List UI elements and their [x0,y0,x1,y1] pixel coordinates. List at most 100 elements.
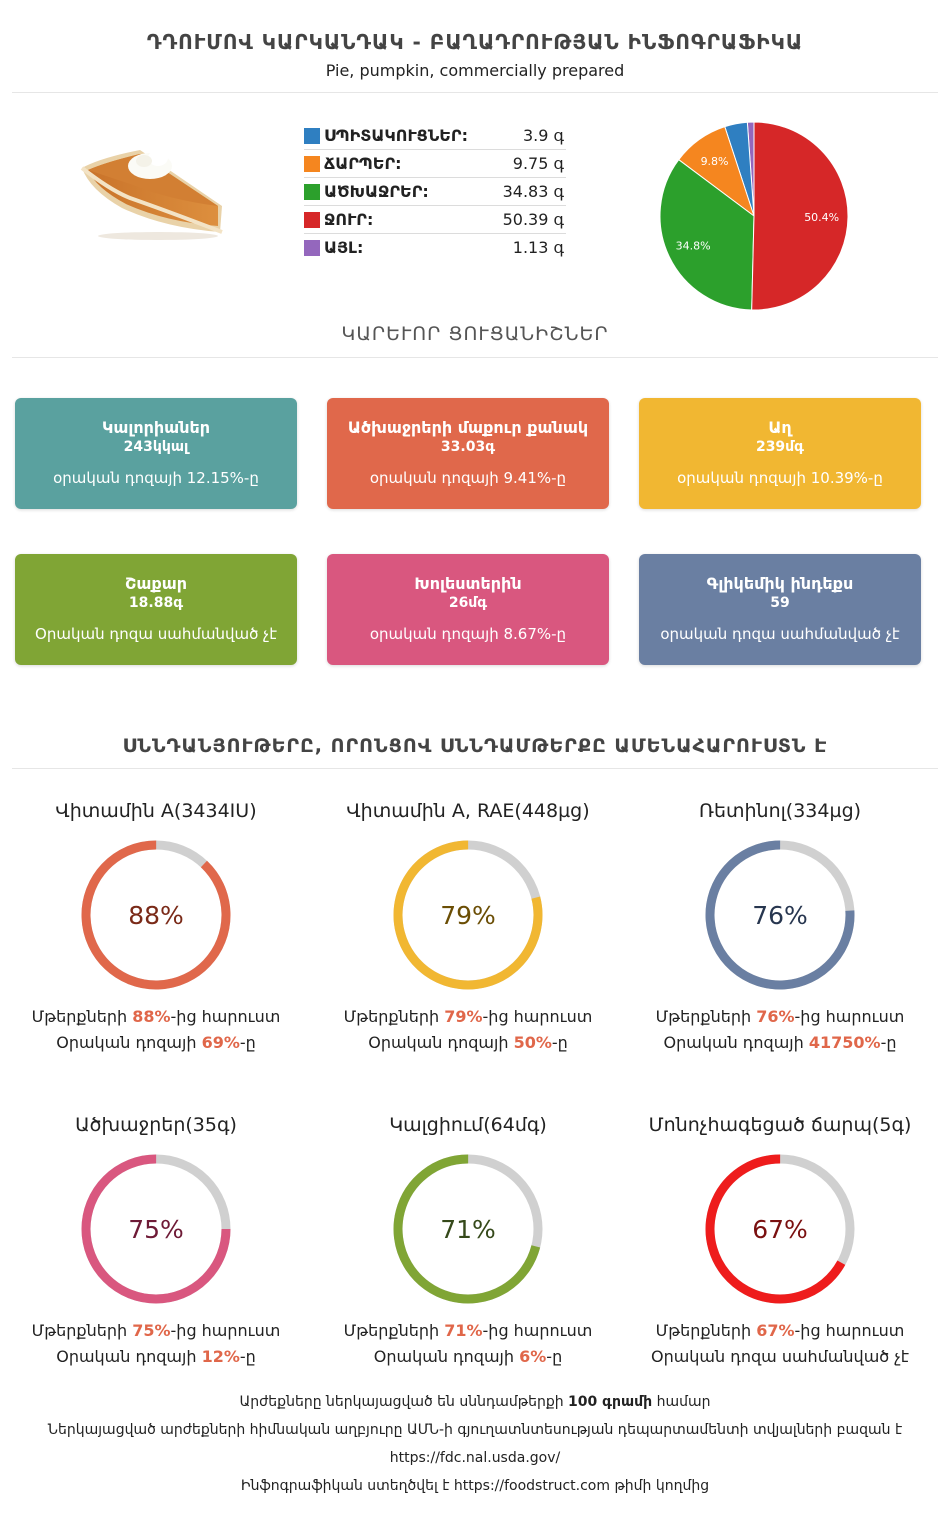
legend-row: ՋՈՒՐ: 50.39 գ [304,206,566,234]
card-value: 33.03գ [440,439,496,455]
pie-slice [751,121,849,311]
nutrient-rank-line: Մթերքների 75%-ից հարուստ [31,1321,281,1340]
footer-credit: Ինֆոգրաֆիկան ստեղծվել է https://foodstru… [240,1478,710,1494]
nutrient-rank-line: Մթերքների 71%-ից հարուստ [343,1321,593,1340]
card-title: Գլիկեմիկ ինդեքս [706,574,854,593]
nutrient-daily-line: Օրական դոզայի 12%-ը [56,1347,256,1366]
page-subtitle: Pie, pumpkin, commercially prepared [325,61,625,80]
legend-row: ՃԱՐՊԵՐ: 9.75 գ [304,150,566,178]
ring-percent-label: 75% [128,1215,184,1244]
nutrient-daily-line: Օրական դոզա սահմանված չէ [650,1347,910,1366]
foodstruct-link[interactable]: https://foodstruct.com [453,1478,610,1494]
legend-label: ՋՈՒՐ: [324,210,374,229]
legend-label: ԱԾԽԱՋՐԵՐ: [324,182,429,201]
ring-percent-label: 67% [752,1215,808,1244]
footer-source-link[interactable]: https://fdc.nal.usda.gov/ [389,1450,561,1466]
card-value: 26մգ [448,595,488,611]
ring-progress [705,1154,855,1304]
ring-percent-label: 76% [752,901,808,930]
divider [12,357,938,358]
nutrient-title: Վիտամին A, RAE(448µg) [346,800,590,822]
nutrient-title: Մոնոչհագեցած ճարպ(5գ) [648,1114,912,1136]
indicator-card: Շաքար 18.88գ Օրական դոզա սահմանված չէ [15,554,297,665]
card-daily-value: օրական դոզա սահմանված չէ [660,625,900,643]
key-indicators-heading: ԿԱՐԵՒՈՐ ՑՈՒՑԱՆԻՇՆԵՐ [341,323,609,345]
card-title: Խոլեստերին [414,574,522,593]
legend-row: ՍՊԻՏԱԿՈՒՑՆԵՐ: 3.9 գ [304,122,566,150]
pie-slice-label: 50.4% [804,211,839,224]
indicator-card: Աղ 239մգ օրական դոզայի 10.39%-ը [639,398,921,509]
nutrient-ring-chart: 67% [705,1154,855,1304]
card-daily-value: օրական դոզայի 10.39%-ը [677,469,883,487]
nutrient-item: Վիտամին A, RAE(448µg) 79% Մթերքների 79%-ից… [312,798,624,1056]
footer-note-amount: Արժեքները ներկայացված են սննդամթերքի 100… [239,1394,711,1410]
legend-value: 3.9 գ [522,126,564,145]
nutrient-item: Վիտամին A(3434IU) 88% Մթերքների 88%-ից հար… [0,798,312,1056]
nutrient-item: Ռետինոլ(334µg) 76% Մթերքների 76%-ից հարուս… [624,798,936,1056]
rich-nutrients-heading: ՍՆՆԴԱՆՅՈՒԹԵՐԸ, ՈՐՈՆՑՈՎ ՍՆՆԴԱՄԹԵՐՔԸ ԱՄԵՆԱ… [122,735,828,757]
nutrient-rank-line: Մթերքների 79%-ից հարուստ [343,1007,593,1026]
card-daily-value: Օրական դոզա սահմանված չէ [35,625,277,643]
nutrient-title: Վիտամին A(3434IU) [55,800,257,822]
nutrient-daily-line: Օրական դոզայի 50%-ը [368,1033,568,1052]
ring-percent-label: 88% [128,901,184,930]
indicator-card: Խոլեստերին 26մգ օրական դոզայի 8.67%-ը [327,554,609,665]
ring-progress [81,1154,231,1304]
ring-percent-label: 71% [440,1215,496,1244]
card-value: 243կկալ [123,439,189,455]
ring-progress [705,840,855,990]
legend-value: 9.75 գ [512,154,564,173]
pie-slice-label: 34.8% [676,240,711,253]
composition-pie-chart: 9.8% 34.8% 50.4% [659,121,849,311]
card-daily-value: օրական դոզայի 8.67%-ը [369,625,567,643]
nutrient-title: Ածխաջրեր(35գ) [75,1114,237,1136]
legend-swatch [304,128,320,144]
legend-swatch [304,184,320,200]
card-title: Ածխաջրերի մաքուր քանակ [347,418,589,437]
legend-label: ՍՊԻՏԱԿՈՒՑՆԵՐ: [324,126,468,145]
legend-value: 34.83 գ [502,182,564,201]
nutrient-ring-chart: 76% [705,840,855,990]
nutrient-daily-line: Օրական դոզայի 69%-ը [56,1033,256,1052]
nutrient-item: Մոնոչհագեցած ճարպ(5գ) 67% Մթերքների 67%-ից… [624,1112,936,1370]
legend-row: ԱՅԼ: 1.13 գ [304,234,566,262]
legend-label: ՃԱՐՊԵՐ: [324,154,402,173]
nutrient-title: Ռետինոլ(334µg) [698,800,862,822]
nutrient-item: Ածխաջրեր(35գ) 75% Մթերքների 75%-ից հարուստ… [0,1112,312,1370]
card-value: 239մգ [755,439,805,455]
nutrient-ring-chart: 75% [81,1154,231,1304]
card-daily-value: օրական դոզայի 9.41%-ը [369,469,567,487]
nutrient-daily-line: Օրական դոզայի 6%-ը [373,1347,563,1366]
legend-row: ԱԾԽԱՋՐԵՐ: 34.83 գ [304,178,566,206]
card-daily-value: օրական դոզայի 12.15%-ը [53,469,259,487]
ring-progress [393,1154,543,1304]
nutrient-title: Կալցիում(64մգ) [389,1114,547,1136]
nutrient-ring-chart: 79% [393,840,543,990]
composition-legend: ՍՊԻՏԱԿՈՒՑՆԵՐ: 3.9 գ ՃԱՐՊԵՐ: 9.75 գ ԱԾԽԱՋՐԵՐ:… [304,122,566,262]
legend-value: 50.39 գ [502,210,564,229]
footer-note-source: Ներկայացված արժեքների հիմնական աղբյուրը … [47,1422,903,1438]
legend-swatch [304,240,320,256]
card-title: Շաքար [124,574,187,593]
nutrient-ring-chart: 71% [393,1154,543,1304]
legend-label: ԱՅԼ: [324,238,364,257]
nutrient-ring-chart: 88% [81,840,231,990]
indicator-card: Կալորիաներ 243կկալ օրական դոզայի 12.15%-ը [15,398,297,509]
indicator-card: Ածխաջրերի մաքուր քանակ 33.03գ օրական դոզայ… [327,398,609,509]
card-title: Կալորիաներ [101,418,211,437]
pie-slice-label: 9.8% [701,155,729,168]
legend-swatch [304,156,320,172]
legend-value: 1.13 գ [512,238,564,257]
nutrient-rank-line: Մթերքների 67%-ից հարուստ [655,1321,905,1340]
divider [12,768,938,769]
pumpkin-pie-image [80,150,223,240]
card-value: 59 [770,595,790,611]
card-value: 18.88գ [128,595,184,611]
indicator-card: Գլիկեմիկ ինդեքս 59 օրական դոզա սահմանված չ… [639,554,921,665]
divider [12,92,938,93]
pie-slice [659,159,755,311]
nutrient-item: Կալցիում(64մգ) 71% Մթերքների 71%-ից հարուս… [312,1112,624,1370]
nutrient-rank-line: Մթերքների 88%-ից հարուստ [31,1007,281,1026]
legend-swatch [304,212,320,228]
nutrient-rank-line: Մթերքների 76%-ից հարուստ [655,1007,905,1026]
